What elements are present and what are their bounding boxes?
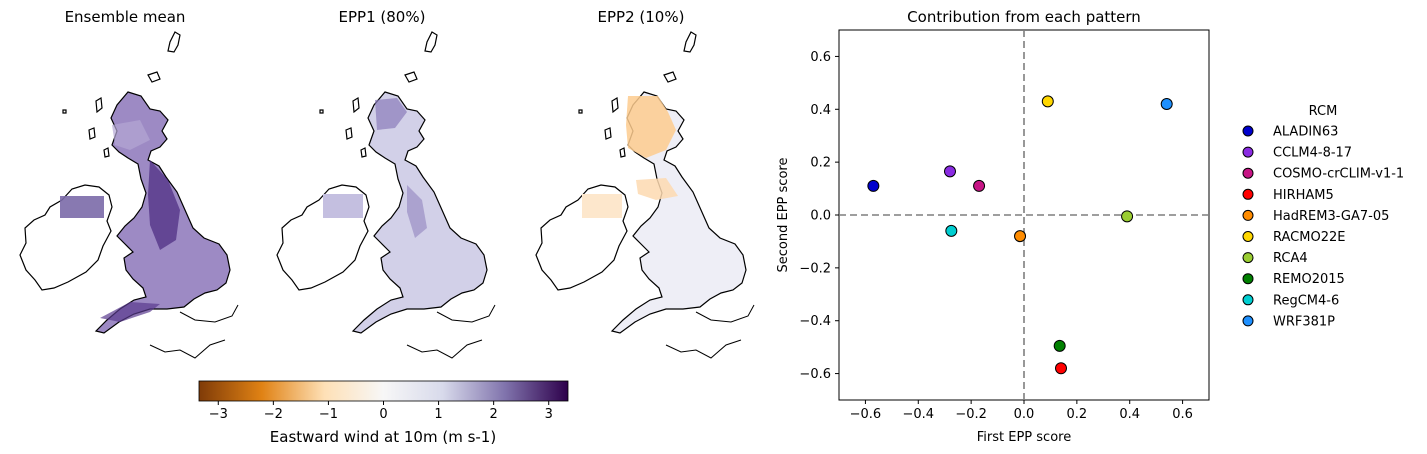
scatter-point-aladin63 (867, 179, 880, 192)
legend-label: RACMO22E (1273, 230, 1345, 245)
legend-marker (1242, 125, 1254, 137)
x-tick-label: 0.0 (1014, 407, 1035, 422)
x-tick-label: −0.4 (902, 407, 934, 422)
legend-label: ALADIN63 (1273, 125, 1338, 140)
colorbar-tick-label: −3 (209, 407, 228, 422)
y-tick-label: −0.2 (799, 261, 831, 276)
legend-label: COSMO-crCLIM-v1-1 (1273, 167, 1404, 182)
x-tick-label: −0.6 (850, 407, 882, 422)
legend-marker (1242, 167, 1254, 179)
legend-label: RCA4 (1273, 251, 1308, 266)
y-tick-label: 0.2 (810, 156, 831, 171)
colorbar-label: Eastward wind at 10m (m s-1) (270, 428, 496, 446)
scatter-point-wrf381p (1160, 98, 1173, 110)
colorbar-tick-label: 2 (490, 407, 498, 422)
scatter-point-hirham5 (1055, 362, 1067, 375)
legend-label: CCLM4-8-17 (1273, 146, 1352, 161)
legend-marker (1242, 188, 1254, 200)
y-tick-label: −0.6 (799, 367, 831, 382)
legend-label: WRF381P (1273, 314, 1335, 329)
legend-label: REMO2015 (1273, 272, 1345, 287)
legend-marker (1242, 252, 1254, 264)
legend-marker (1242, 146, 1254, 158)
y-tick-label: −0.4 (799, 314, 831, 329)
legend-title: RCM (1309, 104, 1338, 119)
legend-marker (1242, 294, 1254, 306)
colorbar-tick-label: 1 (434, 407, 442, 422)
y-tick-label: 0.6 (810, 50, 831, 65)
colorbar-gradient (198, 380, 569, 402)
colorbar: −3 −2 −1 0 1 2 3 Eastward wind at 10m (m s-1) (198, 380, 569, 446)
scatter-plot: Contribution from each pattern −0.6 −0.4 −… (776, 8, 1210, 445)
colorbar-tick-label: 3 (545, 407, 553, 422)
x-tick-label: −0.2 (955, 407, 987, 422)
scatter-point-hadrem3-ga7-05 (1014, 230, 1027, 243)
x-axis-label: First EPP score (977, 430, 1071, 445)
map-title: Ensemble mean (65, 8, 186, 26)
map-epp2: EPP2 (10%) (535, 8, 755, 359)
y-axis-label: Second EPP score (776, 158, 791, 273)
map-title: EPP2 (10%) (598, 8, 685, 26)
legend-label: HadREM3-GA7-05 (1273, 209, 1389, 224)
scatter-point-cosmo-crclim-v1-1 (973, 179, 986, 192)
colorbar-tick-label: −1 (319, 407, 338, 422)
scatter-point-regcm4-6 (945, 224, 958, 237)
legend-label: RegCM4-6 (1273, 293, 1339, 308)
scatter-point-remo2015 (1053, 339, 1066, 352)
legend-marker (1242, 315, 1254, 327)
colorbar-tick-label: −2 (264, 407, 283, 422)
map-title: EPP1 (80%) (339, 8, 426, 26)
legend-marker (1242, 209, 1254, 221)
y-tick-label: 0.0 (810, 209, 831, 224)
x-tick-label: 0.2 (1067, 407, 1088, 422)
legend-marker (1242, 273, 1254, 285)
map-epp1: EPP1 (80%) (276, 8, 496, 359)
scatter-point-cclm4-8-17 (944, 165, 956, 178)
scatter-point-rca4 (1121, 210, 1134, 223)
legend: RCM ALADIN63 CCLM4-8-17 COSMO-crCLIM-v1-1 H… (1242, 104, 1404, 329)
legend-marker (1242, 231, 1254, 242)
legend-label: HIRHAM5 (1273, 188, 1334, 203)
x-tick-label: 0.4 (1119, 407, 1140, 422)
chart-title: Contribution from each pattern (907, 8, 1141, 26)
scatter-point-racmo22e (1041, 95, 1054, 108)
map-ensemble-mean: Ensemble mean (19, 8, 239, 359)
colorbar-tick-label: 0 (379, 407, 387, 422)
x-tick-label: 0.6 (1172, 407, 1193, 422)
y-tick-label: 0.4 (810, 103, 831, 118)
